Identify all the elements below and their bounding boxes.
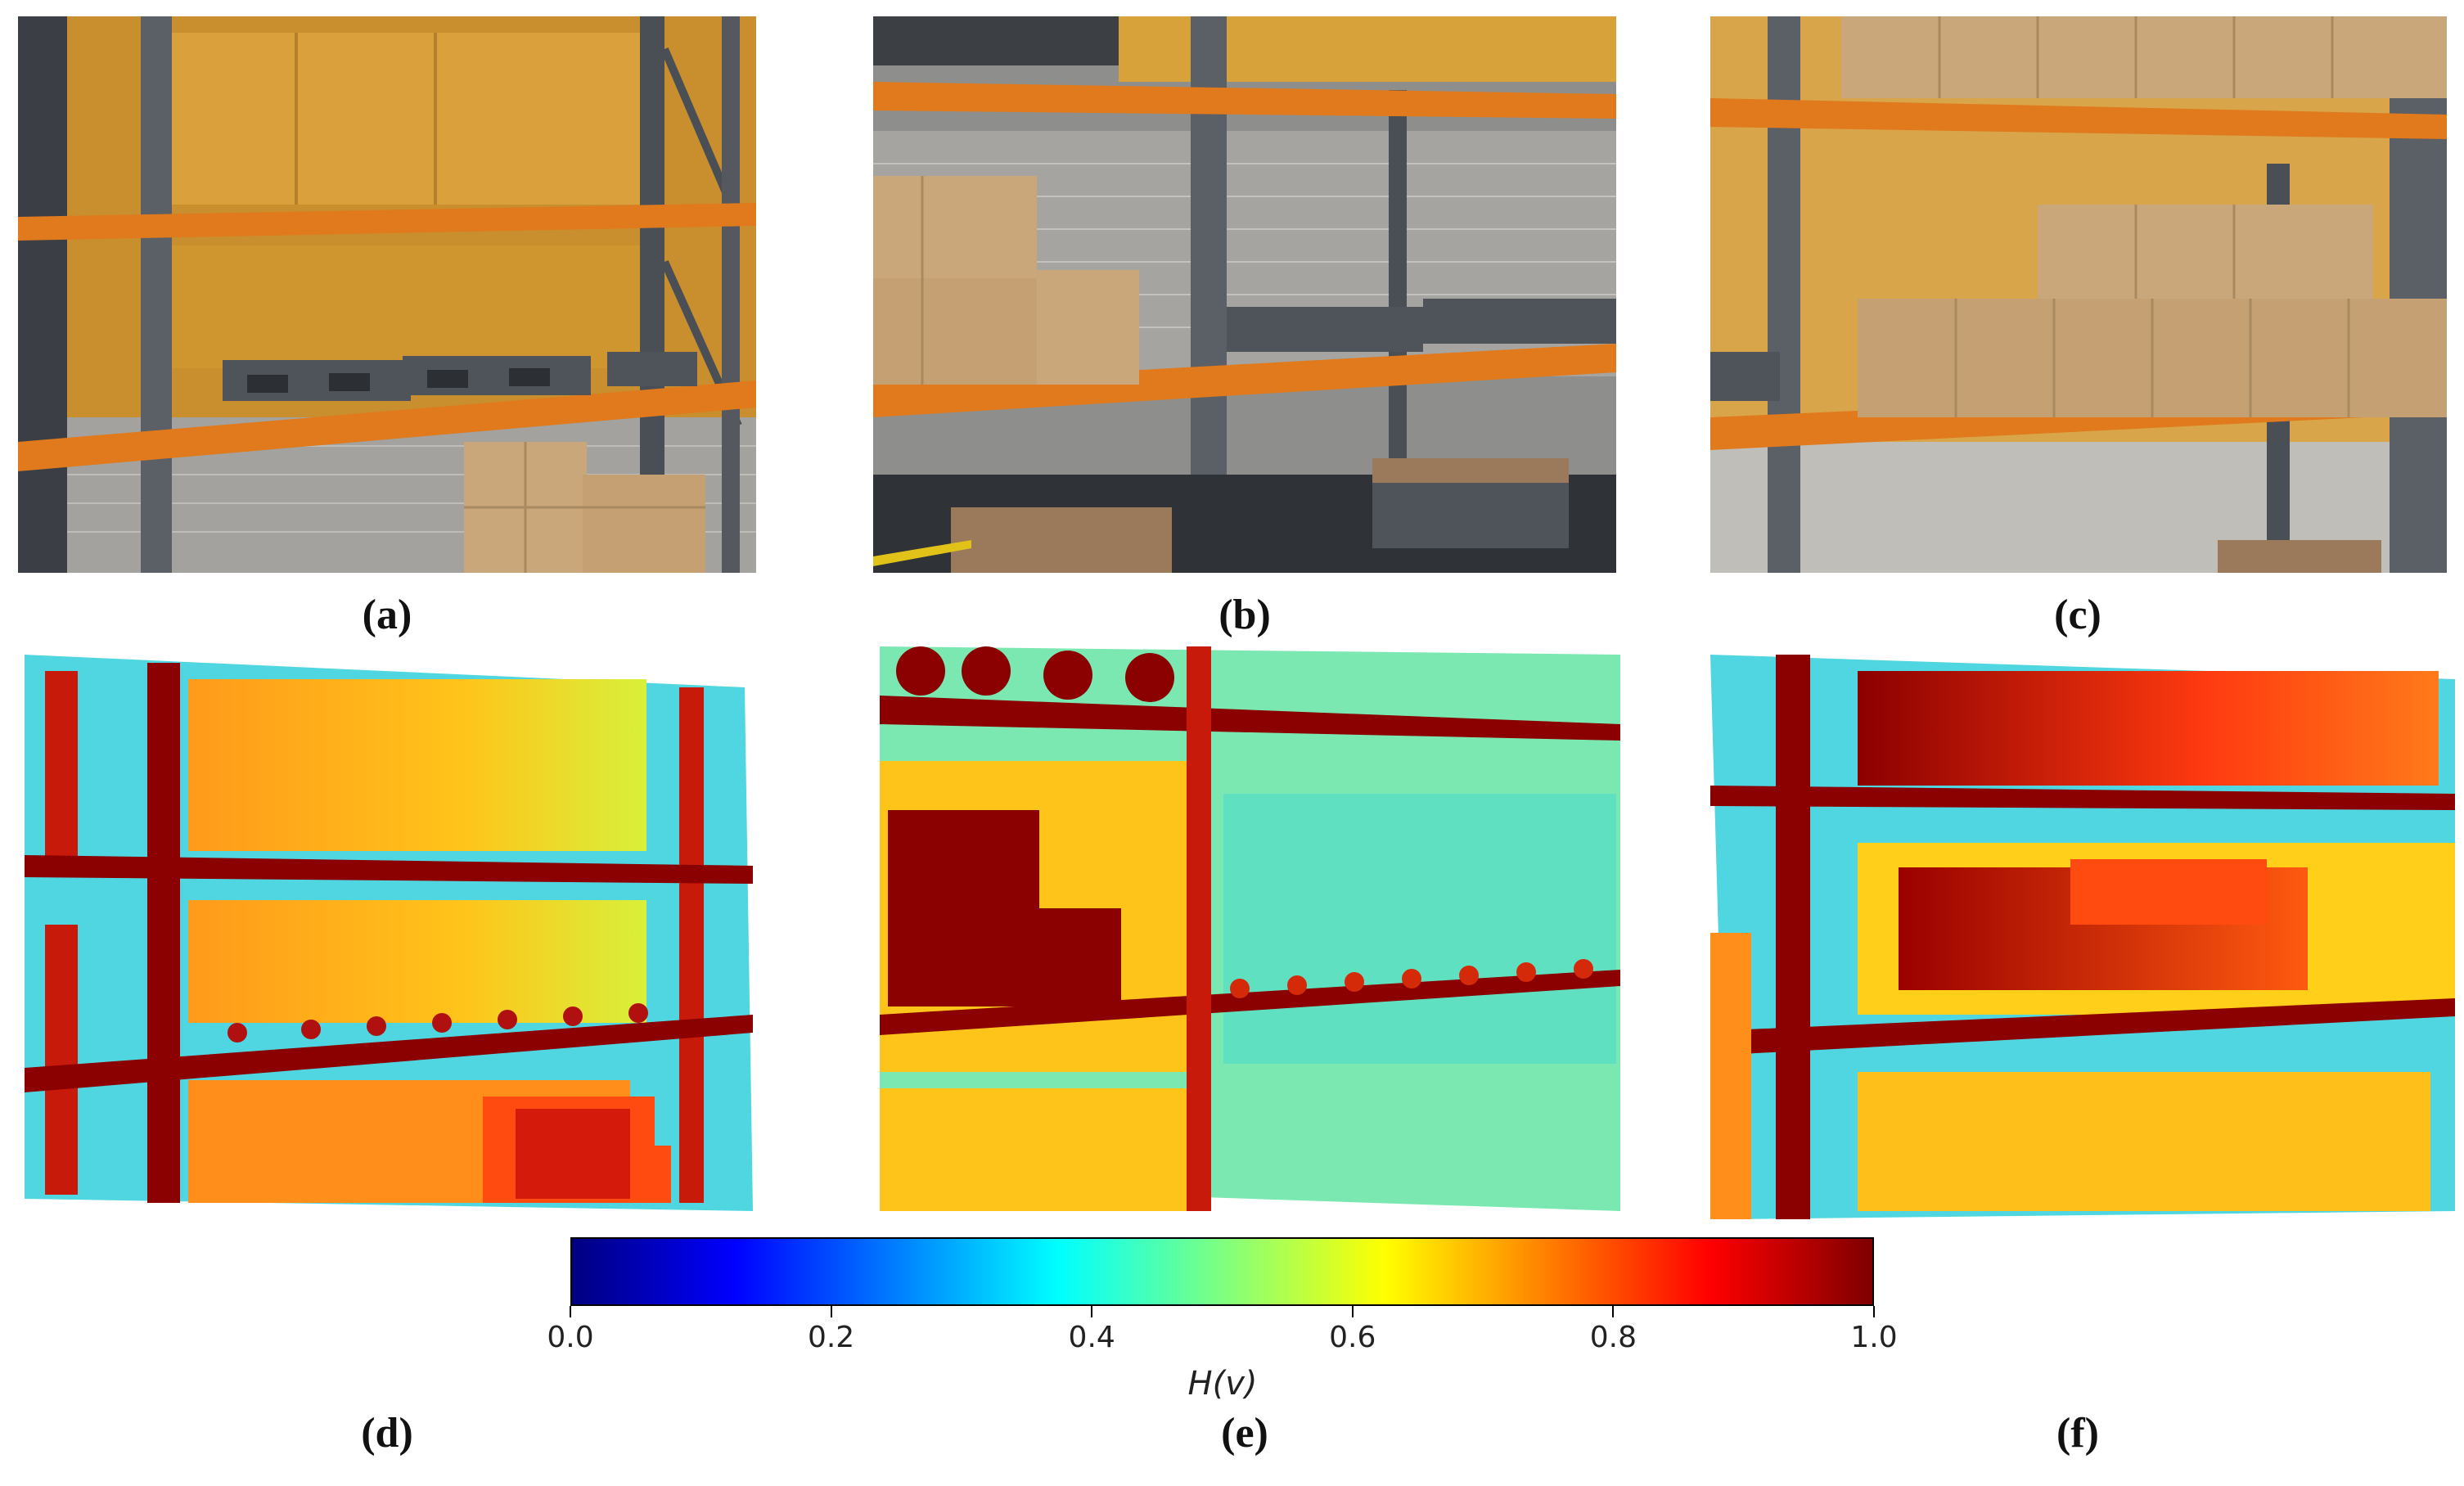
colorbar — [570, 1237, 1874, 1306]
colorbar-tick-label: 1.0 — [1850, 1321, 1898, 1354]
colorbar-tick — [1612, 1306, 1615, 1317]
colorbar-tick — [1873, 1306, 1875, 1317]
colorbar-tick-label: 0.4 — [1068, 1321, 1115, 1354]
panel-label-d: (d) — [361, 1410, 413, 1457]
colorbar-tick — [570, 1306, 571, 1317]
heatmap-panel-e — [880, 646, 1620, 1211]
photo-panel-a — [18, 16, 756, 573]
photo-panel-b — [873, 16, 1616, 573]
panel-label-b: (b) — [1218, 592, 1271, 638]
colorbar-tick-label: 0.8 — [1589, 1321, 1637, 1354]
heatmap-panel-f — [1710, 655, 2455, 1219]
panel-label-c: (c) — [2054, 592, 2101, 638]
colorbar-tick — [1091, 1306, 1093, 1317]
colorbar-tick-label: 0.6 — [1329, 1321, 1376, 1354]
colorbar-label: H(v) — [1187, 1365, 1258, 1403]
photo-panel-c — [1710, 16, 2447, 573]
colorbar-tick — [830, 1306, 832, 1317]
colorbar-tick-label: 0.0 — [547, 1321, 594, 1354]
colorbar-tick-label: 0.2 — [807, 1321, 855, 1354]
panel-label-a: (a) — [362, 592, 412, 638]
heatmap-panel-d — [25, 655, 753, 1211]
panel-label-f: (f) — [2056, 1410, 2099, 1457]
colorbar-tick — [1351, 1306, 1354, 1317]
panel-label-e: (e) — [1221, 1410, 1268, 1457]
